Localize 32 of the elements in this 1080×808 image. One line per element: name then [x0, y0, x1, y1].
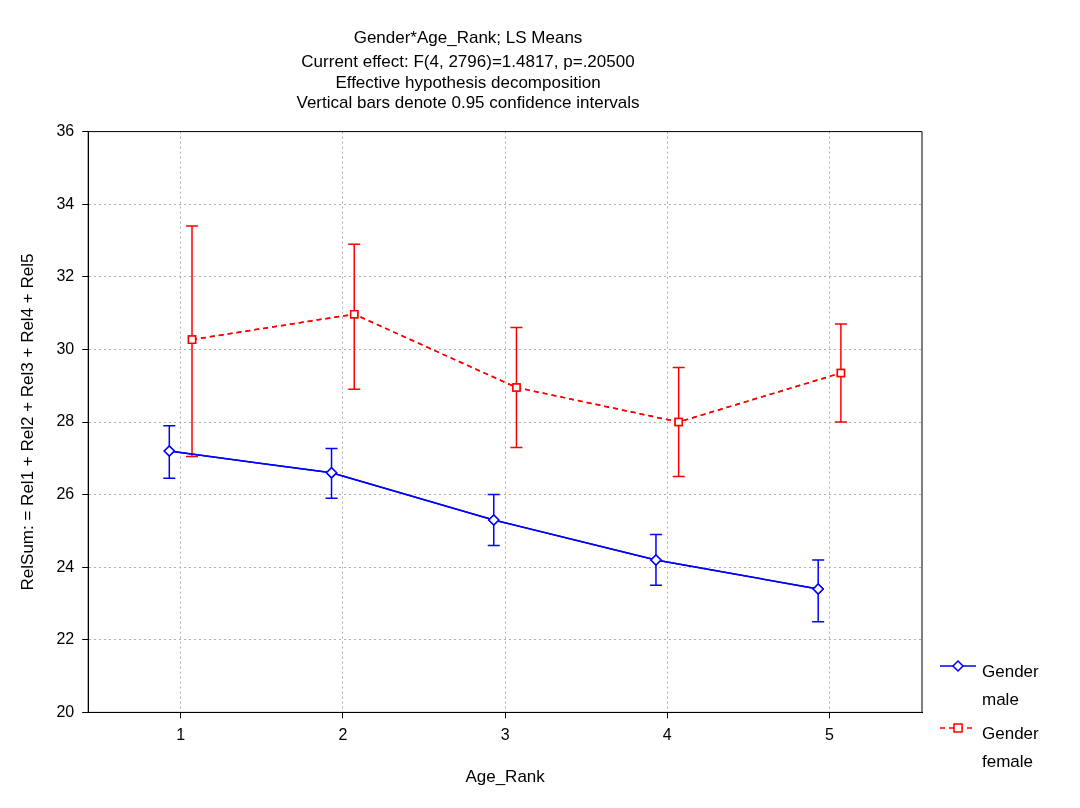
- point: [674, 417, 683, 427]
- point: [187, 335, 197, 344]
- legend-label: Gender female: [982, 723, 1040, 773]
- y-tick-label: 36: [56, 122, 75, 140]
- y-tick-label: 32: [56, 267, 75, 285]
- y-tick-label: 24: [56, 557, 75, 575]
- point: [812, 583, 824, 595]
- point: [650, 554, 662, 566]
- x-tick-label: 5: [825, 726, 835, 744]
- y-tick-label: 26: [56, 485, 75, 503]
- chart-subtitle: Current effect: F(4, 2796)=1.4817, p=.20500: [301, 52, 635, 72]
- text: Vertical bars denote 0.95 confidence intervals: [296, 93, 640, 113]
- point: [349, 309, 359, 319]
- y-tick-label: 34: [56, 194, 75, 212]
- y-tick-label: 20: [56, 702, 75, 720]
- chart-title: Gender*Age_Rank; LS Means: [353, 27, 583, 47]
- x-tick-label: 1: [176, 726, 186, 744]
- y-axis-title: RelSum: = Rel1 + Rel2 + Rel3 + Rel4 + Rel5: [17, 253, 37, 591]
- text: Effective hypothesis decomposition: [335, 72, 601, 92]
- legend-label: Gender male: [982, 661, 1040, 711]
- point: [512, 383, 521, 392]
- point: [487, 514, 500, 526]
- y-tick-label: 28: [56, 412, 75, 430]
- x-tick-label: 3: [500, 726, 510, 744]
- point: [325, 467, 338, 479]
- x-tick-label: 4: [662, 726, 672, 744]
- x-axis-title: Age_Rank: [465, 767, 546, 787]
- point: [836, 368, 846, 378]
- point: [163, 445, 176, 457]
- y-tick-label: 22: [56, 630, 75, 648]
- y-tick-label: 30: [56, 339, 75, 357]
- x-tick-label: 2: [338, 726, 348, 744]
